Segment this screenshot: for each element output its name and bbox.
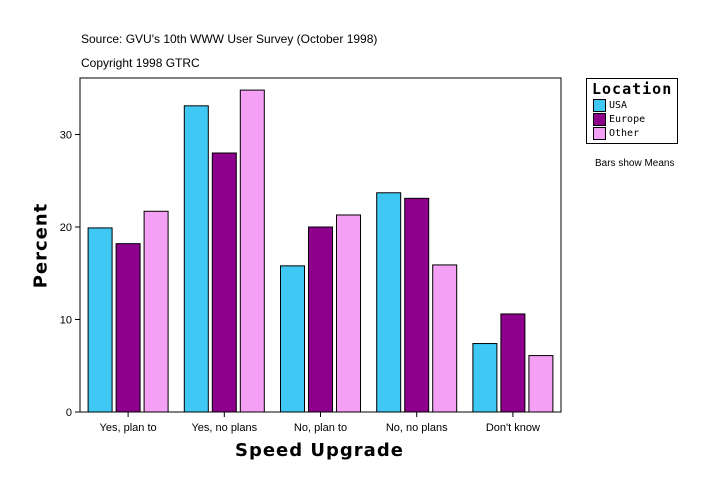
y-tick-label: 10 bbox=[60, 315, 72, 327]
bar-usa bbox=[280, 265, 305, 413]
legend-label: Europe bbox=[609, 113, 646, 125]
y-tick-label: 0 bbox=[66, 407, 72, 419]
legend-swatch bbox=[593, 112, 606, 126]
bar-other bbox=[239, 89, 265, 413]
bar-other bbox=[528, 355, 554, 413]
legend-item-other: Other bbox=[593, 126, 677, 140]
legend-label: Other bbox=[609, 127, 640, 139]
legend-item-usa: USA bbox=[593, 98, 677, 112]
legend-swatch bbox=[593, 98, 606, 112]
bar-europe bbox=[404, 197, 430, 413]
y-tick-label: 30 bbox=[60, 130, 72, 142]
x-tick-label: Yes, no plans bbox=[191, 422, 257, 434]
y-axis-label: Percent bbox=[30, 202, 52, 289]
x-tick-label: No, no plans bbox=[386, 422, 448, 434]
chart-subtitle: Copyright 1998 GTRC bbox=[81, 56, 200, 70]
bar-europe bbox=[500, 313, 526, 413]
bar-usa bbox=[87, 227, 113, 413]
legend-label: USA bbox=[609, 99, 628, 111]
bar-europe bbox=[211, 152, 237, 413]
bar-other bbox=[143, 210, 169, 413]
bar-usa bbox=[376, 192, 402, 413]
x-axis-label: Speed Upgrade bbox=[235, 440, 404, 461]
y-tick-label: 20 bbox=[60, 222, 72, 234]
x-tick-label: Yes, plan to bbox=[100, 422, 157, 434]
x-tick-label: No, plan to bbox=[294, 422, 347, 434]
legend-item-europe: Europe bbox=[593, 112, 677, 126]
bar-usa bbox=[183, 105, 209, 413]
bar-usa bbox=[472, 343, 498, 413]
bar-other bbox=[432, 264, 458, 413]
legend-title: Location bbox=[592, 80, 673, 98]
chart-note: Bars show Means bbox=[595, 158, 675, 169]
bar-europe bbox=[115, 243, 141, 413]
chart-title: Source: GVU's 10th WWW User Survey (Octo… bbox=[81, 32, 378, 46]
x-tick-label: Don't know bbox=[486, 422, 540, 434]
legend: Location USA Europe Other bbox=[586, 78, 678, 144]
bar-other bbox=[336, 214, 361, 413]
bar-europe bbox=[308, 226, 333, 413]
legend-swatch bbox=[593, 126, 606, 140]
